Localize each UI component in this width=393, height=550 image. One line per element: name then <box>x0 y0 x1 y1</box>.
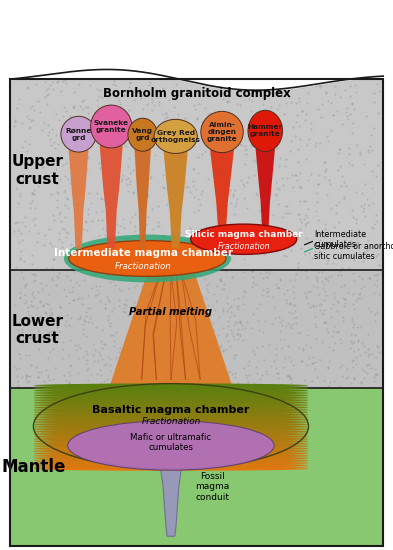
Ellipse shape <box>33 419 309 423</box>
Ellipse shape <box>33 467 309 471</box>
Ellipse shape <box>33 453 309 457</box>
Ellipse shape <box>33 399 309 403</box>
Ellipse shape <box>248 110 283 152</box>
Polygon shape <box>255 148 275 231</box>
Ellipse shape <box>33 405 309 409</box>
Ellipse shape <box>68 421 274 470</box>
Ellipse shape <box>33 443 309 447</box>
Ellipse shape <box>33 459 309 462</box>
Text: Fossil
magma
conduit: Fossil magma conduit <box>195 472 230 502</box>
Ellipse shape <box>128 118 157 151</box>
Ellipse shape <box>33 452 309 455</box>
Ellipse shape <box>33 442 309 445</box>
Ellipse shape <box>64 234 231 283</box>
Ellipse shape <box>33 383 309 387</box>
Ellipse shape <box>33 412 309 416</box>
Ellipse shape <box>33 409 309 413</box>
Text: Bornholm granitoid complex: Bornholm granitoid complex <box>103 87 290 100</box>
Ellipse shape <box>33 395 309 399</box>
Ellipse shape <box>33 433 309 437</box>
Ellipse shape <box>33 464 309 468</box>
Ellipse shape <box>33 421 309 425</box>
Text: Basaltic magma chamber: Basaltic magma chamber <box>92 405 250 415</box>
Ellipse shape <box>69 241 226 276</box>
Ellipse shape <box>61 117 96 152</box>
Text: Hammer
granite: Hammer granite <box>248 124 283 138</box>
Text: Svaneke
granite: Svaneke granite <box>94 120 129 133</box>
Ellipse shape <box>191 224 297 255</box>
Ellipse shape <box>33 388 309 392</box>
Ellipse shape <box>33 426 309 430</box>
Ellipse shape <box>33 462 309 466</box>
Ellipse shape <box>33 460 309 464</box>
Ellipse shape <box>90 105 132 148</box>
Text: Rønne
grd: Rønne grd <box>66 128 92 141</box>
FancyBboxPatch shape <box>10 270 383 388</box>
Polygon shape <box>149 388 193 536</box>
Text: Mafic or ultramafic
cumulates: Mafic or ultramafic cumulates <box>130 433 211 453</box>
Ellipse shape <box>33 436 309 440</box>
Ellipse shape <box>33 439 309 443</box>
Ellipse shape <box>33 394 309 398</box>
Text: Vang
grd: Vang grd <box>132 128 153 141</box>
Ellipse shape <box>33 434 309 438</box>
Ellipse shape <box>33 431 309 435</box>
Ellipse shape <box>33 402 309 406</box>
Text: Intermediate magma chamber: Intermediate magma chamber <box>54 248 233 258</box>
Ellipse shape <box>33 445 309 449</box>
Polygon shape <box>100 145 123 249</box>
Ellipse shape <box>33 411 309 415</box>
Ellipse shape <box>154 119 197 153</box>
Ellipse shape <box>33 397 309 401</box>
Text: Silicic magma chamber: Silicic magma chamber <box>185 230 303 239</box>
Polygon shape <box>210 150 234 231</box>
Text: Grey Red
orthogneiss: Grey Red orthogneiss <box>151 130 200 143</box>
Ellipse shape <box>33 414 309 418</box>
Text: Gabbroic or anortho-
sitic cumulates: Gabbroic or anortho- sitic cumulates <box>314 241 393 261</box>
Text: Fractionation: Fractionation <box>217 243 270 251</box>
Text: Mantle: Mantle <box>1 459 66 476</box>
Text: Fractionation: Fractionation <box>115 262 172 271</box>
Text: Almin-
dingen
granite: Almin- dingen granite <box>207 122 237 142</box>
Polygon shape <box>163 151 188 249</box>
Ellipse shape <box>33 392 309 396</box>
Ellipse shape <box>201 111 243 152</box>
Ellipse shape <box>33 404 309 408</box>
Ellipse shape <box>33 425 309 428</box>
Polygon shape <box>134 148 151 249</box>
Ellipse shape <box>33 450 309 454</box>
Ellipse shape <box>33 416 309 420</box>
Ellipse shape <box>33 417 309 421</box>
Ellipse shape <box>33 390 309 394</box>
Ellipse shape <box>33 428 309 432</box>
Ellipse shape <box>33 385 309 389</box>
Ellipse shape <box>33 400 309 404</box>
Text: Lower
crust: Lower crust <box>11 314 63 346</box>
Text: Upper
crust: Upper crust <box>11 155 63 186</box>
Ellipse shape <box>33 448 309 452</box>
Text: Partial melting: Partial melting <box>129 307 213 317</box>
Ellipse shape <box>33 430 309 433</box>
Ellipse shape <box>33 447 309 450</box>
Ellipse shape <box>33 465 309 469</box>
Ellipse shape <box>33 408 309 411</box>
Polygon shape <box>110 267 232 385</box>
Polygon shape <box>69 149 88 249</box>
FancyBboxPatch shape <box>10 79 383 270</box>
Text: Intermediate
cumulates: Intermediate cumulates <box>314 229 367 249</box>
Ellipse shape <box>33 455 309 459</box>
Ellipse shape <box>33 387 309 390</box>
Ellipse shape <box>33 438 309 442</box>
Text: Fractionation: Fractionation <box>141 417 201 426</box>
Ellipse shape <box>33 456 309 460</box>
Ellipse shape <box>33 422 309 426</box>
FancyBboxPatch shape <box>10 388 383 546</box>
